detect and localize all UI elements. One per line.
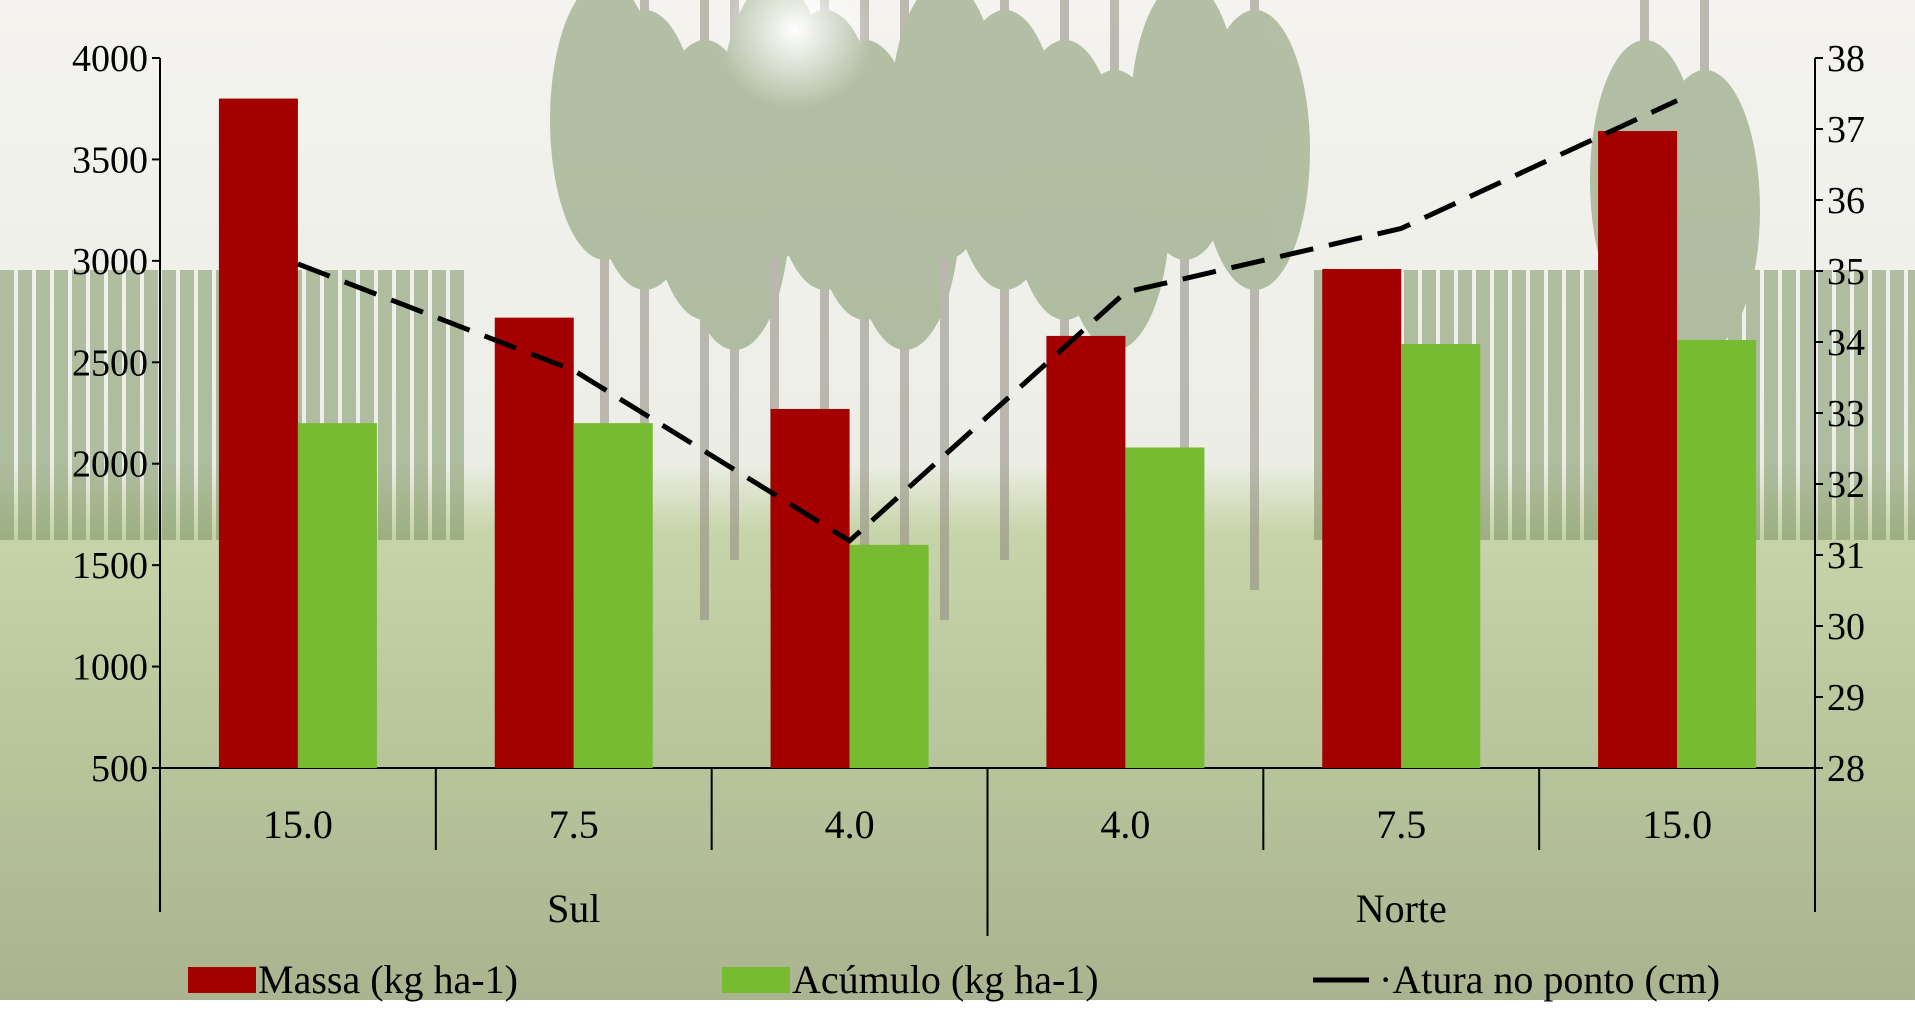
bar-acumulo [1401,344,1481,768]
bar-acumulo [1677,339,1757,768]
y-right-tick-label: 36 [1827,180,1865,222]
y-right-tick-label: 37 [1827,109,1865,151]
y-left-tick-label: 500 [91,748,148,790]
y-left-tick-label: 2500 [72,342,148,384]
y-right-tick-label: 31 [1827,535,1865,577]
bar-massa [218,98,298,769]
x-tick-label: 4.0 [825,802,875,847]
y-right-tick-label: 29 [1827,677,1865,719]
bar-acumulo [297,423,377,768]
bar-massa [494,317,574,768]
y-right-tick-label: 38 [1827,38,1865,80]
bar-massa [1322,268,1402,768]
bar-massa [1598,131,1678,768]
line-atura [297,98,1679,544]
x-tick-label: 15.0 [263,802,333,847]
legend-swatch [188,967,256,993]
y-right-tick-label: 28 [1827,748,1865,790]
x-group-label: Norte [1356,886,1447,931]
y-left-tick-label: 3500 [72,139,148,181]
bar-massa [770,408,850,768]
y-right-tick-label: 32 [1827,464,1865,506]
y-right-tick-label: 33 [1827,393,1865,435]
x-tick-label: 15.0 [1642,802,1712,847]
y-left-tick-label: 3000 [72,241,148,283]
y-right-tick-label: 34 [1827,322,1865,364]
y-left-tick-label: 2000 [72,444,148,486]
legend: Massa (kg ha-1) Acúmulo (kg ha-1) ·Atura n… [188,957,1720,1002]
x-tick-label: 7.5 [549,802,599,847]
y-left-tick-label: 1000 [72,647,148,689]
bar-massa [1046,335,1126,768]
y-left-tick-label: 1500 [72,545,148,587]
legend-label: Massa (kg ha-1) [258,957,518,1002]
bar-acumulo [1125,447,1205,768]
x-group-label: Sul [547,886,600,931]
bar-acumulo [849,544,929,768]
x-tick-label: 4.0 [1100,802,1150,847]
legend-label: ·Atura no ponto (cm) [1379,957,1720,1002]
x-tick-label: 7.5 [1376,802,1426,847]
bar-acumulo [573,423,653,768]
y-left-tick-label: 4000 [72,38,148,80]
legend-swatch [722,967,790,993]
y-right-tick-label: 30 [1827,606,1865,648]
legend-label: Acúmulo (kg ha-1) [792,957,1099,1002]
y-right-tick-label: 35 [1827,251,1865,293]
